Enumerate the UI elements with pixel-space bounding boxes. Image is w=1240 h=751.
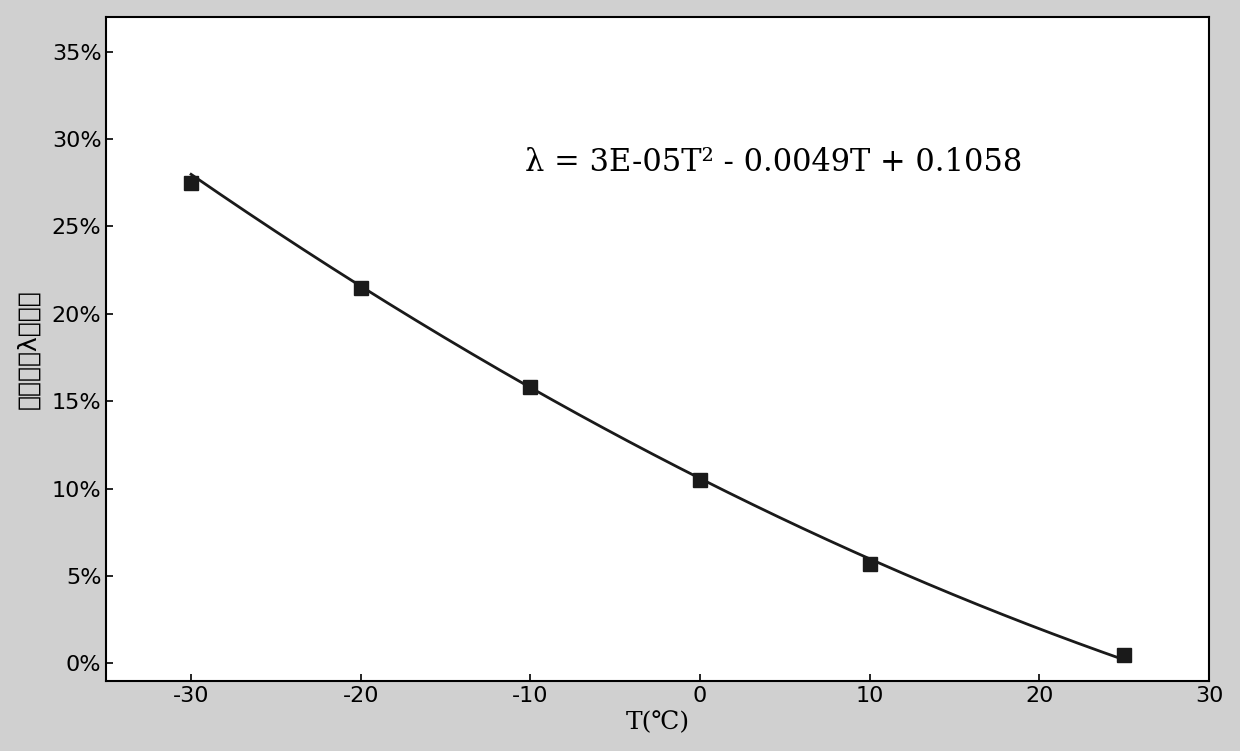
Y-axis label: 衰减系数λ（％）: 衰减系数λ（％） [16, 289, 41, 409]
Text: λ = 3E-05T² - 0.0049T + 0.1058: λ = 3E-05T² - 0.0049T + 0.1058 [526, 147, 1023, 178]
X-axis label: T(℃): T(℃) [626, 711, 689, 734]
